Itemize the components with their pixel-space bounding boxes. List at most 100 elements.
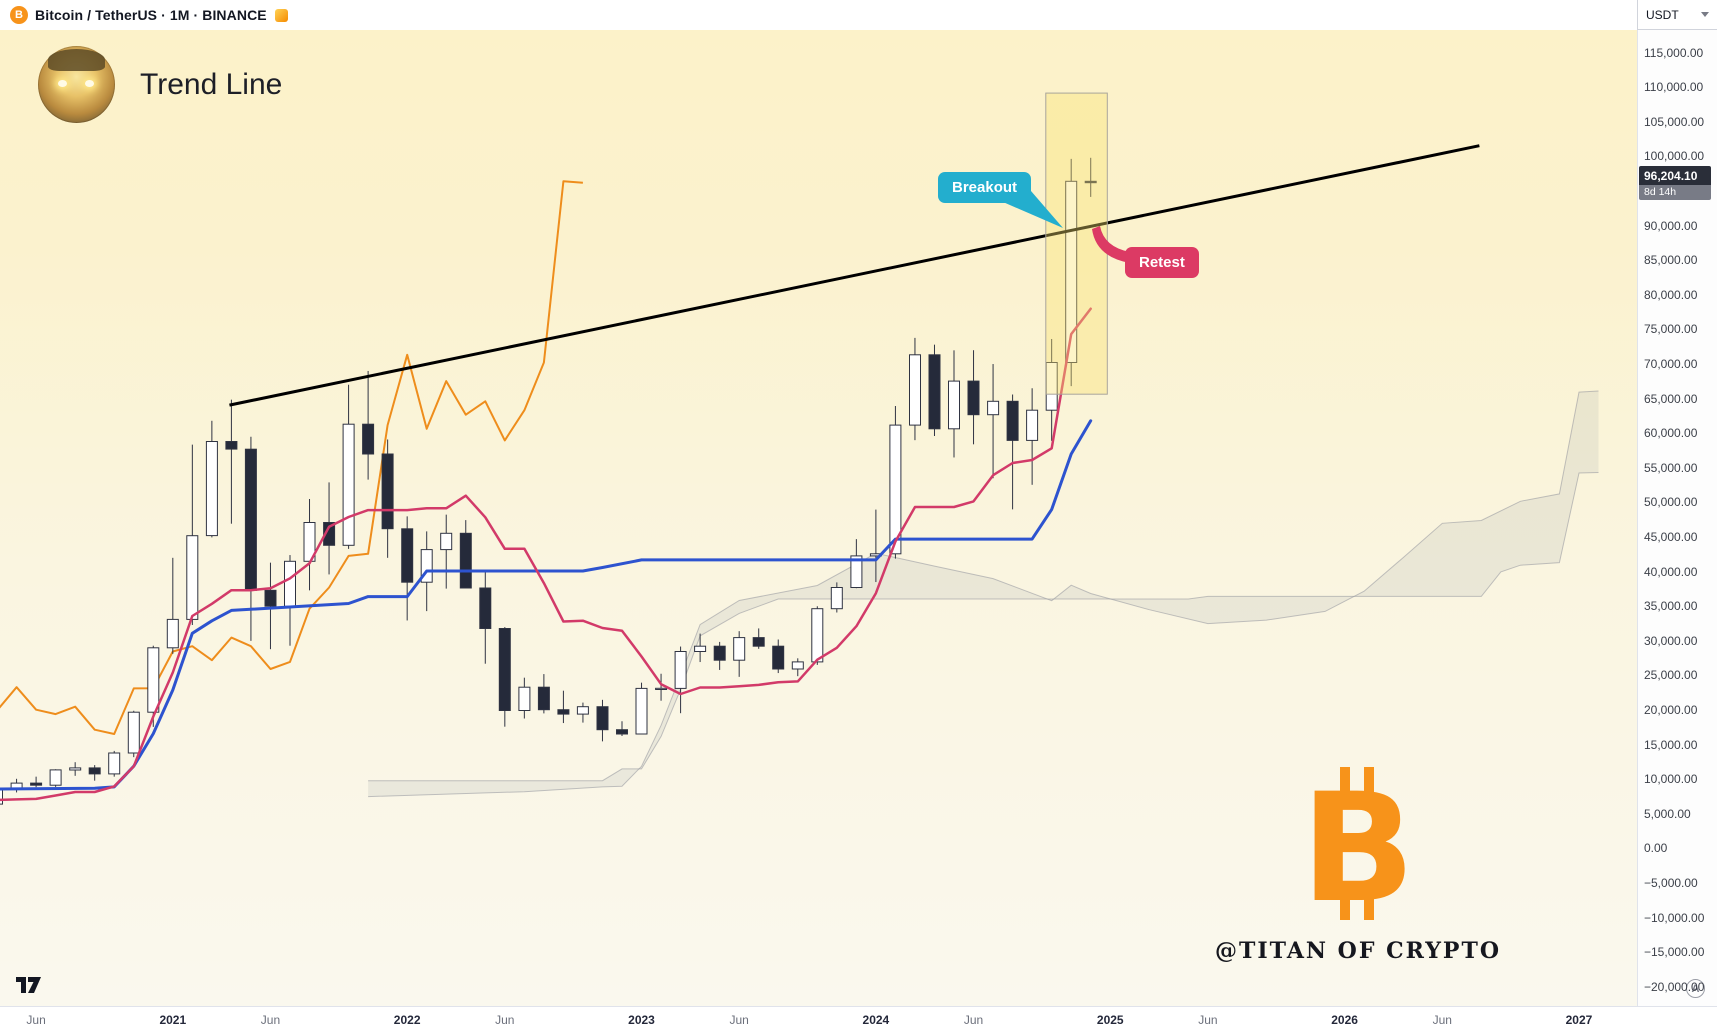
candle-body: [811, 608, 824, 663]
candle-body: [635, 687, 648, 735]
candle-body: [127, 711, 140, 754]
tradingview-logo[interactable]: [14, 974, 44, 996]
y-axis-tick: 45,000.00: [1644, 530, 1698, 545]
x-axis-tick: 2022: [393, 1013, 421, 1027]
current-price-tag: 96,204.10 8d 14h: [1639, 165, 1711, 200]
candle-body: [655, 687, 668, 690]
avatar-eye: [58, 80, 67, 87]
btc-top-bar: [1340, 767, 1350, 795]
x-axis-tick: Jun: [729, 1013, 749, 1027]
candle-body: [1026, 409, 1039, 441]
currency-select[interactable]: USDT: [1637, 0, 1717, 30]
candle-body: [948, 380, 960, 430]
y-axis-tick: 70,000.00: [1644, 357, 1698, 372]
candle-body: [987, 400, 1000, 416]
price-chart[interactable]: B @TITAN OF CRYPTO: [0, 30, 1637, 1006]
candle-body: [88, 767, 101, 775]
candle-body: [576, 706, 589, 715]
x-axis-tick: Jun: [260, 1013, 281, 1027]
y-axis-tick: −15,000.00: [1644, 945, 1705, 960]
x-axis-tick: Jun: [495, 1013, 515, 1027]
x-axis-tick: Jun: [1432, 1013, 1452, 1027]
candle-body: [674, 651, 687, 689]
y-axis-tick: 65,000.00: [1644, 391, 1698, 406]
chevron-down-icon: [1701, 12, 1709, 17]
x-axis-tick: 2023: [628, 1013, 655, 1027]
btc-bottom-bar: [1340, 892, 1350, 920]
candle-body: [752, 637, 765, 647]
candle-body: [30, 782, 43, 786]
candle-body: [479, 587, 492, 629]
breakout-label[interactable]: Breakout: [938, 172, 1032, 203]
chikou-line: [0, 180, 583, 735]
broker-icon: [274, 8, 288, 22]
candle-body: [967, 380, 980, 416]
y-axis-tick: 40,000.00: [1644, 564, 1698, 579]
candle-body: [928, 354, 941, 430]
auto-scale-button[interactable]: A: [1686, 979, 1705, 998]
price-axis[interactable]: 96,204.10 8d 14h A 115,000.00 110,000.00 1…: [1637, 30, 1717, 1006]
y-axis-tick: 75,000.00: [1644, 322, 1698, 337]
x-axis-tick: 2027: [1565, 1013, 1593, 1027]
candle-body: [889, 424, 902, 555]
candle-body: [186, 535, 199, 620]
x-axis-tick: Jun: [26, 1013, 46, 1027]
avatar-eye: [85, 80, 94, 87]
x-axis-tick: Jun: [963, 1013, 984, 1027]
candle-body: [498, 628, 511, 711]
candle-body: [459, 532, 472, 589]
candle-body: [0, 788, 3, 805]
candle-body: [342, 423, 355, 546]
y-axis-tick: 15,000.00: [1644, 737, 1698, 752]
y-axis-tick: 115,000.00: [1644, 45, 1704, 60]
y-axis-tick: 5,000.00: [1644, 806, 1691, 821]
chart-header: B Bitcoin / TetherUS · 1M · BINANCE USDT: [0, 0, 1717, 30]
trend-line[interactable]: [229, 144, 1480, 407]
btc-top-bar: [1364, 767, 1374, 795]
candle-body: [401, 528, 414, 583]
y-axis-tick: 60,000.00: [1644, 426, 1698, 441]
candle-body: [1065, 180, 1078, 363]
author-handle: @TITAN OF CRYPTO: [1215, 938, 1501, 964]
y-axis-tick: 85,000.00: [1644, 253, 1698, 268]
candle-body: [244, 448, 257, 591]
candle-body: [225, 441, 238, 450]
symbol-title[interactable]: Bitcoin / TetherUS · 1M · BINANCE: [35, 7, 267, 23]
y-axis-tick: −20,000.00: [1644, 979, 1705, 994]
tenkan-line: [0, 307, 1092, 802]
y-axis-tick: −5,000.00: [1644, 876, 1698, 891]
candle-body: [323, 522, 336, 546]
chart-pane[interactable]: B @TITAN OF CRYPTO Trend Line Breakout R…: [0, 30, 1637, 1006]
candle-body: [909, 354, 921, 426]
candle-body: [166, 618, 179, 649]
avatar[interactable]: [38, 46, 115, 123]
time-axis[interactable]: Jun 2021 Jun 2022 Jun 2023 Jun 2024 Jun 2025 Jun 20…: [0, 1006, 1717, 1034]
candle-body: [518, 686, 531, 712]
candle-body: [733, 637, 746, 661]
y-axis-tick: 50,000.00: [1644, 495, 1698, 510]
candle-body: [362, 423, 375, 455]
candle-body: [440, 532, 453, 551]
candle-body: [108, 752, 121, 775]
y-axis-tick: −10,000.00: [1644, 910, 1705, 925]
y-axis-tick: 100,000.00: [1644, 149, 1705, 164]
current-price: 96,204.10: [1639, 165, 1711, 185]
retest-label[interactable]: Retest: [1125, 247, 1199, 278]
candle-body: [830, 587, 843, 610]
btc-bottom-bar: [1364, 892, 1374, 920]
candle-body: [772, 645, 785, 670]
y-axis-tick: 35,000.00: [1644, 599, 1698, 614]
candle-body: [537, 686, 550, 711]
page-title: Trend Line: [140, 67, 283, 101]
candle-body: [1006, 400, 1019, 441]
candle-body: [381, 453, 394, 530]
ichimoku-cloud: [368, 391, 1599, 797]
senkou-b-line: [368, 472, 1599, 782]
chart-title-block: Trend Line: [38, 46, 282, 123]
x-axis-tick: 2026: [1331, 1013, 1358, 1027]
y-axis-tick: 25,000.00: [1644, 668, 1698, 683]
y-axis-tick: 105,000.00: [1644, 114, 1705, 129]
candle-body: [420, 549, 433, 583]
bar-countdown: 8d 14h: [1639, 184, 1711, 200]
